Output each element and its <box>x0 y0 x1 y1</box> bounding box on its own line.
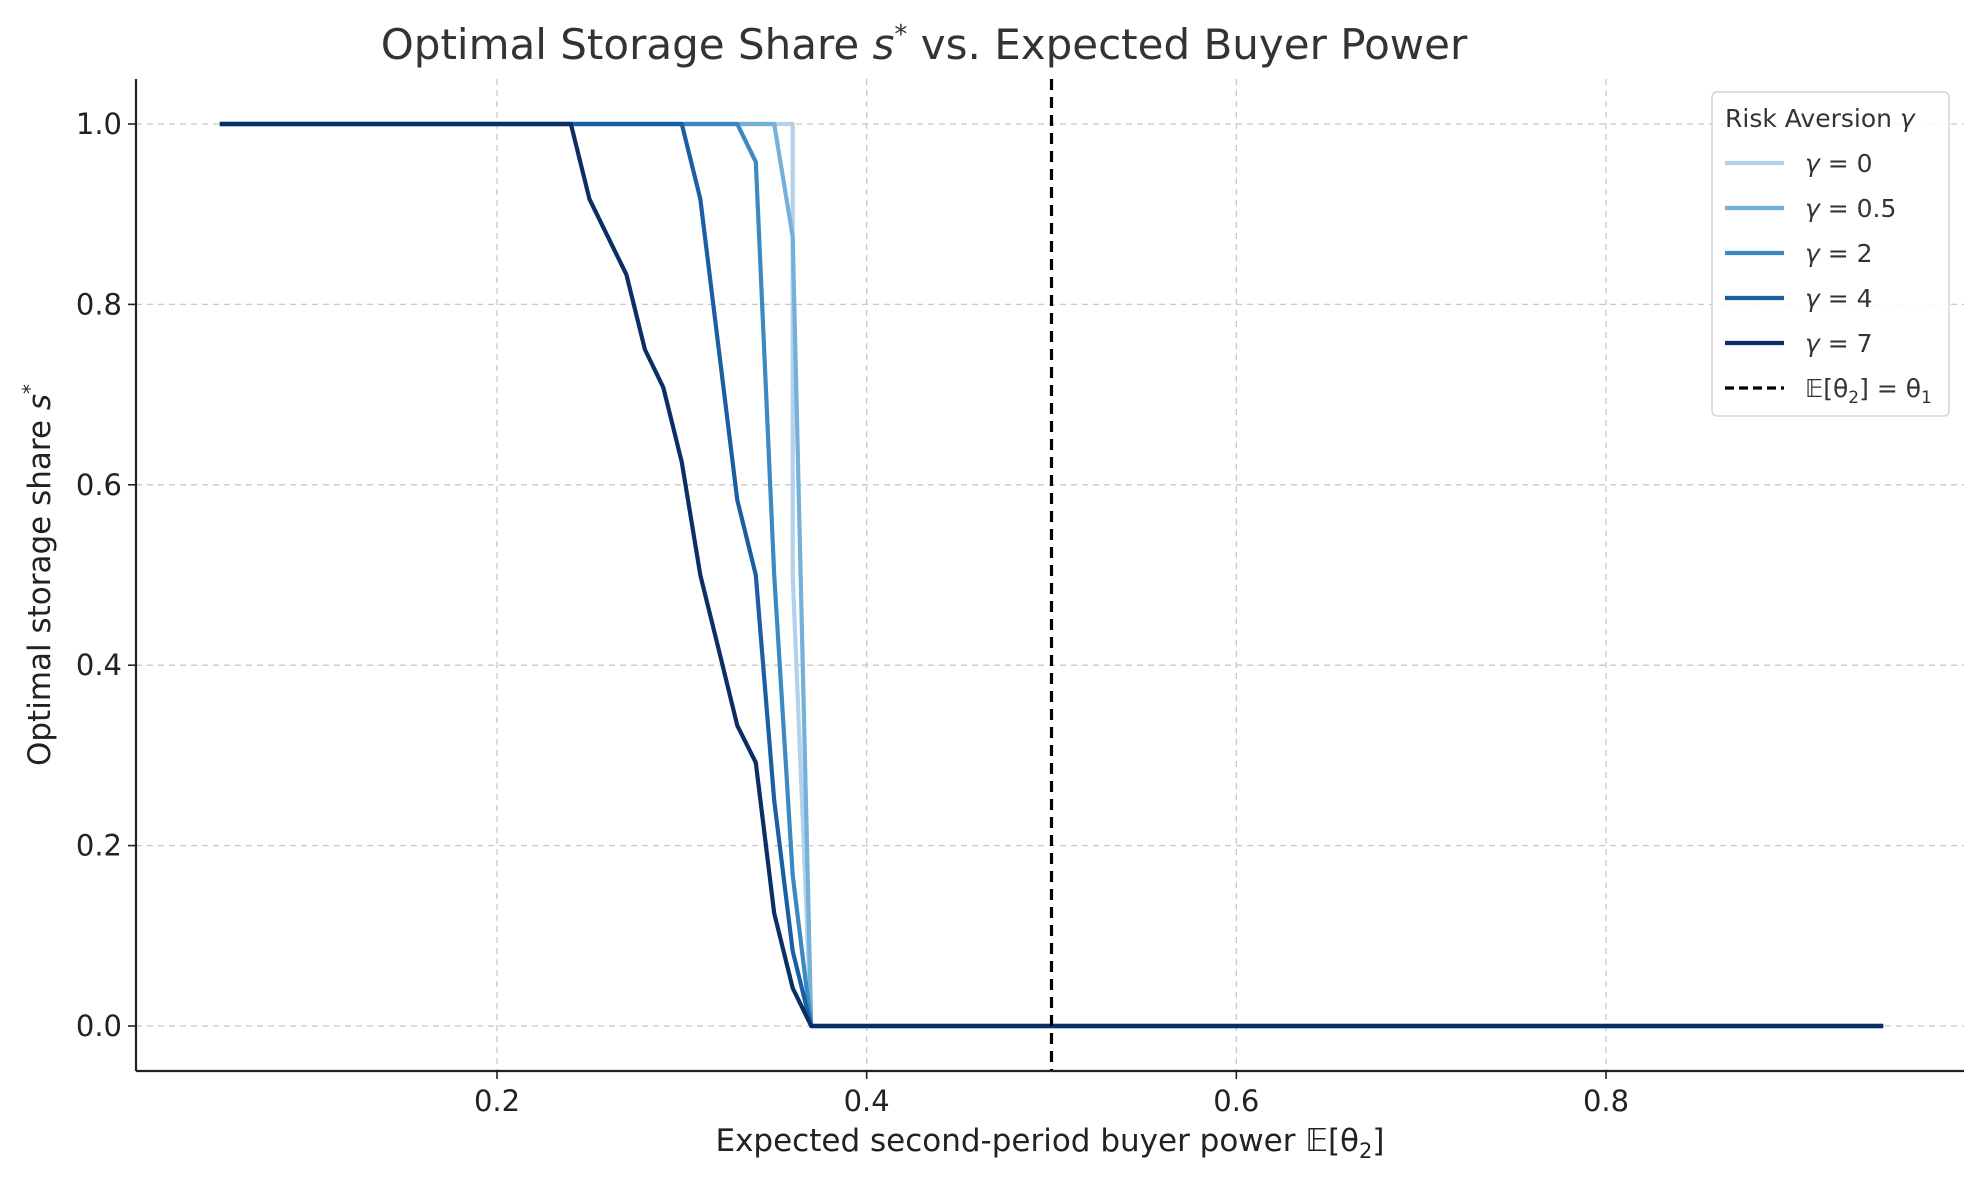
x-tick-label: 0.6 <box>1213 1084 1259 1118</box>
x-tick-label: 0.8 <box>1583 1084 1629 1118</box>
legend-box <box>1711 91 1950 417</box>
y-tick-label: 0.2 <box>76 829 122 863</box>
chart-title: Optimal Storage Share s* vs. Expected Bu… <box>381 20 1468 69</box>
y-tick-label: 0.8 <box>76 287 122 321</box>
x-axis-label: Expected second-period buyer power 𝔼[θ2] <box>715 1123 1384 1163</box>
legend-label: γ = 7 <box>1805 329 1873 358</box>
legend-items: γ = 0 γ = 0.5 γ = 2 γ = 4 γ = 7 𝔼[θ2] = θ1 <box>1725 149 1932 408</box>
series-lines <box>219 121 1884 1029</box>
legend-label: γ = 0 <box>1805 149 1873 178</box>
legend: Risk Aversion γ γ = 0γ = 0.5γ = 2γ = 4γ … <box>1711 91 1950 417</box>
legend-label: γ = 0.5 <box>1805 194 1896 223</box>
y-tick-label: 0.6 <box>76 468 122 502</box>
y-tick-label: 1.0 <box>76 107 122 141</box>
series-line-3 <box>219 121 1884 1029</box>
legend-label: γ = 2 <box>1805 239 1873 268</box>
x-tick-label: 0.4 <box>844 1084 890 1118</box>
legend-label: γ = 4 <box>1805 284 1873 313</box>
legend-title: Risk Aversion γ <box>1725 104 1916 133</box>
x-axis-ticks: 0.2 0.4 0.6 0.8 <box>474 1071 1629 1118</box>
y-tick-label: 0.4 <box>76 648 122 682</box>
y-axis-label: Optimal storage share s* <box>18 384 58 766</box>
y-tick-label: 0.0 <box>76 1009 122 1043</box>
x-tick-label: 0.2 <box>474 1084 520 1118</box>
y-axis-ticks: 0.0 0.2 0.4 0.6 0.8 1.0 <box>76 107 136 1043</box>
series-line-4 <box>219 121 1884 1029</box>
legend-label: 𝔼[θ2] = θ1 <box>1805 374 1932 408</box>
